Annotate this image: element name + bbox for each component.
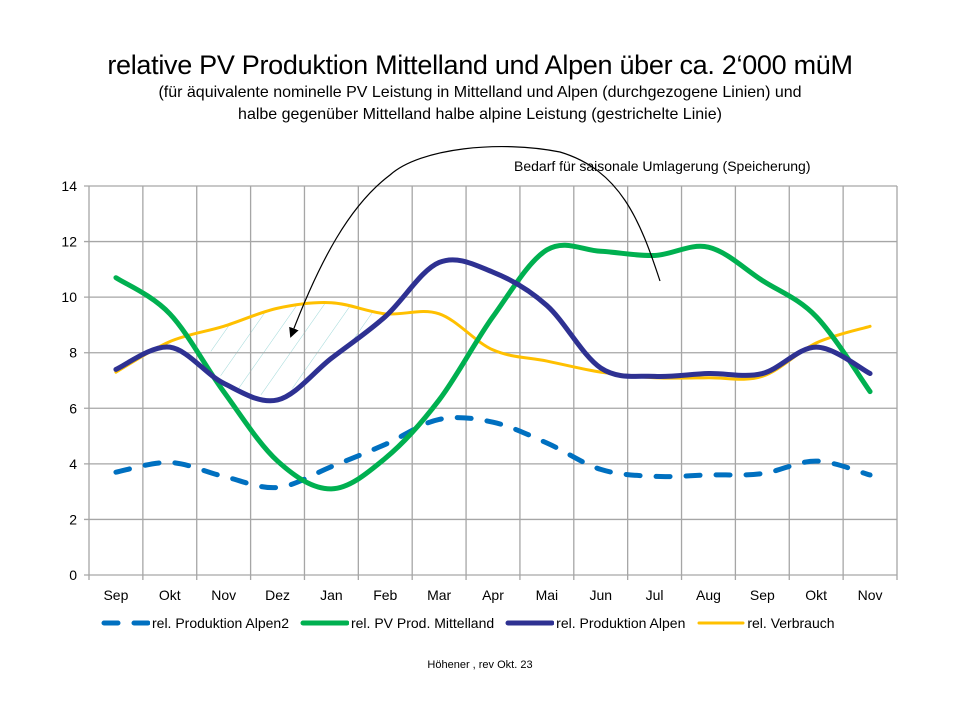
y-tick-label: 8	[69, 345, 77, 361]
x-tick-label: Okt	[805, 587, 827, 603]
legend-item: rel. PV Prod. Mittelland	[299, 615, 494, 631]
x-tick-label: Sep	[103, 587, 128, 603]
legend-swatch	[505, 620, 555, 626]
x-tick-label: Feb	[373, 587, 397, 603]
chart-subtitle-line1: (für äquivalente nominelle PV Leistung i…	[158, 84, 802, 101]
footer-credit: Höhener , rev Okt. 23	[427, 659, 533, 671]
series-line-0	[113, 415, 873, 491]
y-tick-label: 4	[69, 456, 77, 472]
x-tick-label: Nov	[858, 587, 883, 603]
y-tick-label: 10	[61, 289, 77, 305]
storage-need-hatch	[210, 302, 386, 400]
x-tick-label: Mar	[427, 587, 451, 603]
legend-swatch	[300, 620, 349, 626]
x-tick-label: Apr	[482, 587, 504, 603]
legend-label: rel. PV Prod. Mittelland	[350, 615, 495, 631]
legend-item: rel. Produktion Alpen	[504, 615, 685, 631]
x-tick-label: Jan	[320, 587, 343, 603]
y-tick-label: 2	[69, 511, 77, 527]
y-tick-label: 12	[61, 234, 77, 250]
legend-item: rel. Produktion Alpen2	[100, 615, 289, 631]
x-tick-label: Dez	[265, 587, 290, 603]
x-tick-label: Nov	[211, 587, 236, 603]
legend-label: rel. Verbrauch	[747, 615, 835, 631]
storage-arrow	[289, 145, 661, 338]
chart-title: relative PV Produktion Mittelland und Al…	[107, 50, 853, 80]
axes: 0 2 4 6 8 10 12 14 Sep Okt Nov Dez Jan Feb Mar Apr Mai Ju…	[61, 178, 882, 603]
y-tick-label: 0	[69, 567, 77, 583]
x-tick-label: Sep	[750, 587, 775, 603]
legend-label: rel. Produktion Alpen	[556, 615, 686, 631]
hatch-area	[210, 302, 386, 400]
y-tick-label: 6	[69, 400, 77, 416]
legend-swatch	[697, 621, 745, 625]
chart-subtitle-line2: halbe gegenüber Mittelland halbe alpine …	[238, 106, 722, 123]
x-tick-label: Jul	[646, 587, 664, 603]
x-tick-label: Aug	[696, 587, 721, 603]
x-tick-label: Jun	[589, 587, 612, 603]
y-tick-label: 14	[61, 178, 77, 194]
grid	[84, 185, 898, 580]
arrow-curve	[289, 145, 661, 338]
x-tick-label: Okt	[159, 587, 181, 603]
legend-label: rel. Produktion Alpen2	[152, 615, 289, 631]
series-line-1	[113, 242, 873, 492]
series	[113, 242, 873, 492]
annotation-text: Bedarf für saisonale Umlagerung (Speiche…	[514, 158, 811, 174]
x-tick-label: Mai	[536, 587, 559, 603]
legend-swatch	[101, 620, 150, 626]
legend-item: rel. Verbrauch	[695, 615, 835, 631]
legend: rel. Produktion Alpen2 rel. PV Prod. Mitt…	[100, 615, 845, 631]
